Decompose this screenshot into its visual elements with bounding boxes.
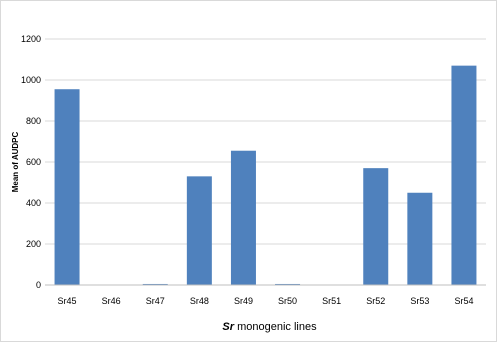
bars — [54, 65, 477, 286]
y-tick-label: 800 — [26, 116, 41, 126]
y-axis-label: Mean of AUDPC — [11, 131, 20, 192]
y-tick-label: 600 — [26, 157, 41, 167]
x-tick-labels: Sr45 Sr46 Sr47 Sr48 Sr49 Sr50 Sr51 Sr52 Sr53 Sr54 — [58, 296, 474, 306]
bar-sr45 — [54, 89, 80, 285]
x-axis-label-rest: monogenic lines — [234, 321, 317, 333]
bar-sr52 — [363, 168, 389, 285]
bar-sr47 — [142, 283, 168, 285]
x-tick-label: Sr52 — [366, 296, 385, 306]
x-axis-label-italic: Sr — [222, 321, 234, 333]
x-tick-label: Sr49 — [234, 296, 253, 306]
x-tick-label: Sr51 — [322, 296, 341, 306]
bar-sr53 — [407, 192, 433, 285]
bar-sr48 — [186, 176, 212, 285]
y-tick-label: 200 — [26, 239, 41, 249]
x-tick-label: Sr54 — [454, 296, 473, 306]
y-tick-label: 1000 — [21, 75, 41, 85]
x-tick-label: Sr45 — [58, 296, 77, 306]
x-tick-label: Sr50 — [278, 296, 297, 306]
y-tick-labels: 0 200 400 600 800 1000 1200 — [21, 34, 41, 290]
x-axis-label: Sr monogenic lines — [222, 321, 317, 333]
y-tick-label: 1200 — [21, 34, 41, 44]
y-tick-label: 400 — [26, 198, 41, 208]
x-tick-label: Sr47 — [146, 296, 165, 306]
bar-sr54 — [451, 65, 477, 286]
x-tick-label: Sr53 — [410, 296, 429, 306]
bar-sr50 — [275, 283, 301, 285]
bar-sr49 — [230, 150, 256, 285]
x-tick-label: Sr46 — [102, 296, 121, 306]
y-tick-label: 0 — [36, 280, 41, 290]
x-tick-label: Sr48 — [190, 296, 209, 306]
